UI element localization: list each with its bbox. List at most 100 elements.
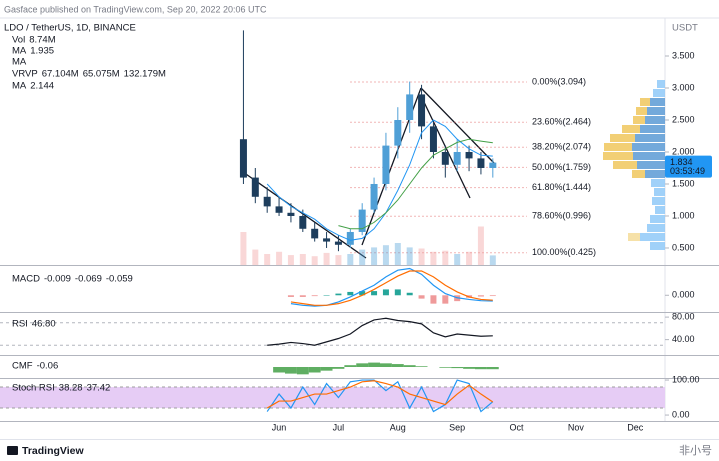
candle-body (299, 215, 307, 229)
cmf-area (285, 367, 297, 374)
histogram-bar (442, 295, 449, 304)
x-tick-label: Jul (333, 422, 345, 432)
pane-title: MACD (12, 274, 40, 285)
indicator-line (266, 380, 494, 409)
y-tick-label: 80.00 (672, 311, 695, 321)
volume-bar (394, 243, 401, 265)
y-tick-label: 100.00 (672, 374, 700, 384)
legend-value: 37.42 (87, 383, 111, 394)
publisher-line: Gasface published on TradingView.com, Se… (4, 4, 267, 14)
y-tick-label: 1.500 (672, 178, 695, 188)
cmf-area (320, 367, 333, 371)
candle-body (346, 231, 354, 245)
candle-body (418, 94, 426, 127)
legend-value: -0.059 (106, 274, 133, 285)
y-tick-label: 2.500 (672, 114, 695, 124)
currency-label: USDT (672, 23, 698, 34)
histogram-bar (394, 289, 401, 296)
volume-bar (442, 250, 449, 265)
profile-bar (633, 152, 665, 160)
histogram-bar (406, 292, 413, 296)
pane-title: RSI (12, 319, 28, 330)
cmf-area (273, 367, 285, 373)
profile-bar (640, 233, 665, 241)
trend-line (242, 171, 367, 259)
legend-value: -0.009 (44, 274, 71, 285)
x-tick-label: Aug (390, 422, 406, 432)
volume-bar (382, 245, 389, 265)
profile-bar (654, 188, 665, 196)
histogram-bar (477, 295, 484, 297)
candle-body (394, 119, 402, 146)
fib-label: 38.20%(2.074) (532, 142, 591, 152)
logo-mark (7, 446, 18, 455)
candle-body (334, 241, 342, 245)
profile-bar (610, 134, 635, 142)
y-tick-label: 0.500 (672, 242, 695, 252)
y-tick-label: 1.000 (672, 210, 695, 220)
profile-bar (640, 98, 650, 106)
volume-bar (454, 254, 461, 265)
histogram-bar (371, 291, 378, 296)
volume-bar (489, 255, 496, 265)
y-tick-label: 40.00 (672, 334, 695, 344)
x-tick-label: Dec (627, 422, 644, 432)
cmf-area (368, 362, 380, 367)
volume-bar (418, 248, 425, 265)
histogram-bar (323, 295, 330, 296)
fib-label: 61.80%(1.444) (532, 182, 591, 192)
profile-bar (650, 98, 665, 106)
x-tick-label: Jun (272, 422, 287, 432)
profile-bar (651, 179, 665, 187)
indicator-line (267, 317, 493, 346)
legend-name: VRVP (12, 69, 38, 80)
volume-bar (323, 252, 330, 265)
histogram-bar (430, 295, 437, 304)
candle-body (441, 151, 449, 165)
cmf-area (391, 364, 404, 367)
pane-title: Stoch RSI (12, 383, 55, 394)
legend-value: -0.06 (37, 361, 59, 372)
volume-bar (240, 232, 247, 265)
legend-value: 67.104M (42, 69, 79, 80)
profile-bar (632, 143, 665, 151)
histogram-bar (335, 293, 342, 296)
symbol-title: LDO / TetherUS, 1D, BINANCE (4, 23, 136, 34)
volume-bar (406, 247, 413, 265)
y-tick-label: 3.500 (672, 50, 695, 60)
fib-label: 100.00%(0.425) (532, 247, 596, 257)
cmf-area (344, 365, 357, 367)
cmf-area (463, 367, 475, 369)
candle-body (358, 209, 366, 232)
profile-bar (652, 197, 665, 205)
candle-body (370, 183, 378, 210)
candle-body (251, 177, 259, 197)
profile-bar (636, 107, 647, 115)
volume-bar (371, 247, 378, 265)
histogram-bar (311, 295, 318, 297)
profile-bar (604, 143, 632, 151)
volume-bar (477, 226, 484, 265)
indicator-line (266, 119, 493, 241)
cmf-area (403, 365, 416, 367)
legend-value: 1.935 (30, 46, 54, 57)
profile-bar (653, 89, 665, 97)
candle-body (382, 145, 390, 184)
cmf-area (380, 363, 392, 367)
trend-line (420, 87, 495, 164)
volume-bar (347, 254, 354, 265)
brand[interactable]: TradingView (22, 445, 84, 457)
histogram-bar (382, 289, 389, 296)
volume-bar (299, 254, 306, 265)
volume-bar (264, 254, 271, 265)
indicator-line (338, 138, 493, 230)
profile-bar (622, 125, 640, 133)
price-tag-value: 1.834 (670, 157, 693, 167)
volume-bar (287, 255, 294, 265)
histogram-bar (287, 295, 294, 297)
volume-bar (359, 249, 366, 265)
cmf-area (308, 367, 321, 373)
y-tick-label: 0.00 (672, 409, 690, 419)
legend-name: MA (12, 46, 27, 57)
pane-title: CMF (12, 361, 33, 372)
